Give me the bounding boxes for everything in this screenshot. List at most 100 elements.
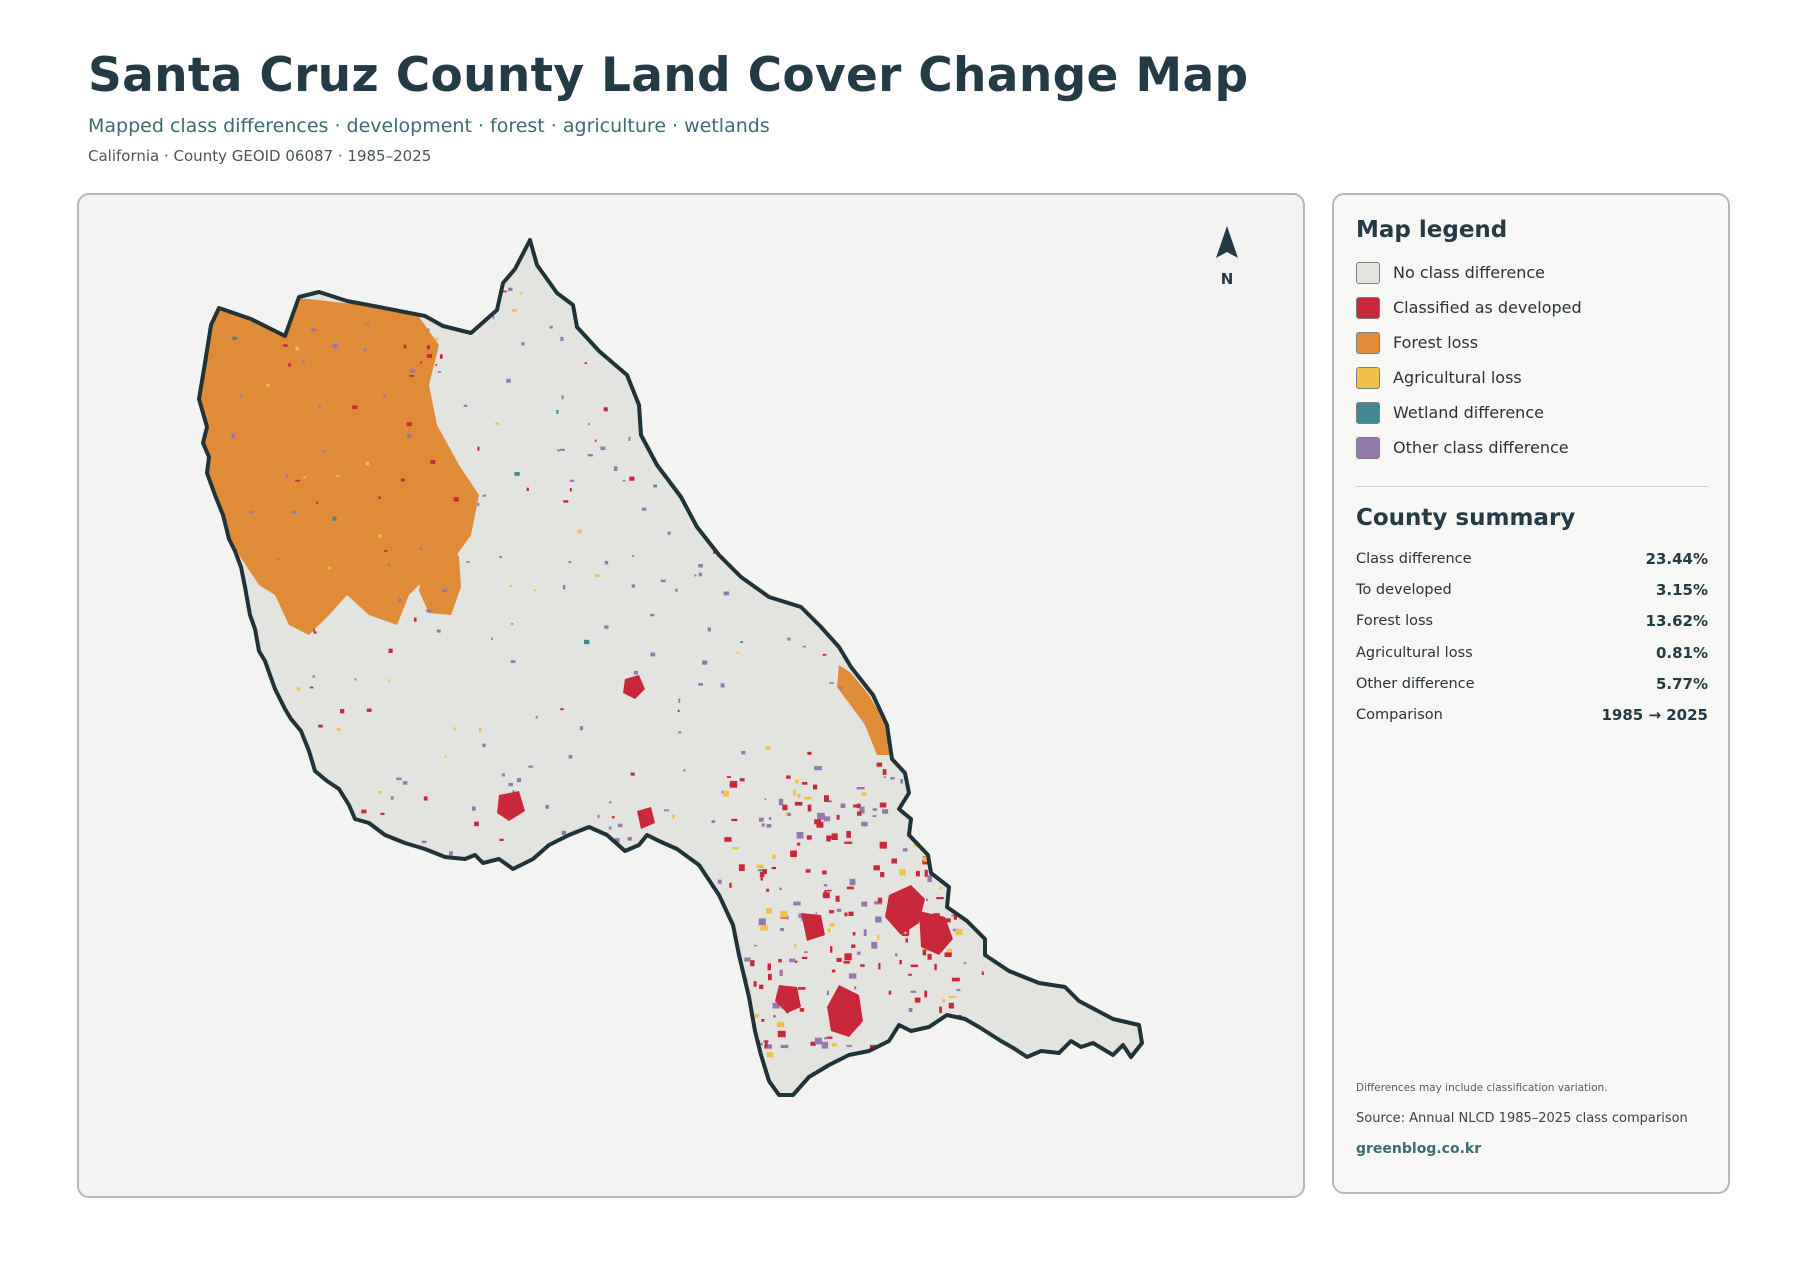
change-speckle [398, 598, 402, 603]
change-speckle [926, 898, 928, 901]
change-speckle [579, 726, 584, 731]
change-speckle [922, 949, 927, 956]
change-speckle [322, 450, 327, 453]
change-speckle [846, 1044, 852, 1048]
change-speckle [851, 944, 856, 948]
change-speckle [430, 460, 436, 464]
change-speckle [549, 325, 553, 329]
change-speckle [905, 376, 910, 381]
change-speckle [508, 287, 513, 291]
change-speckle [762, 869, 767, 875]
change-speckle [905, 938, 908, 943]
change-speckle [588, 423, 590, 425]
change-speckle [512, 790, 515, 793]
change-speckle [873, 340, 879, 345]
change-speckle [685, 916, 691, 921]
change-speckle [650, 613, 655, 617]
change-speckle [594, 574, 600, 577]
change-speckle [732, 1013, 736, 1016]
change-speckle [977, 260, 981, 264]
change-speckle [940, 821, 948, 824]
summary-value: 0.81% [1655, 643, 1708, 662]
change-speckle [859, 806, 865, 814]
change-speckle [888, 990, 892, 995]
change-speckle [899, 869, 906, 876]
change-speckle [916, 870, 920, 877]
change-speckle [501, 773, 505, 777]
change-speckle [229, 625, 234, 629]
change-speckle [924, 990, 928, 998]
change-speckle [328, 566, 331, 570]
change-speckle [826, 990, 829, 996]
change-speckle [836, 814, 840, 820]
change-speckle [266, 384, 270, 387]
change-speckle [698, 572, 702, 577]
change-speckle [421, 840, 427, 844]
change-speckle [561, 830, 566, 835]
change-speckle [914, 997, 921, 1003]
change-speckle [765, 746, 771, 750]
change-speckle [499, 838, 504, 841]
change-speckle [810, 1041, 816, 1046]
change-speckle [824, 795, 829, 802]
change-speckle [378, 791, 382, 794]
change-speckle [947, 838, 952, 842]
change-speckle [854, 612, 857, 615]
change-speckle [967, 794, 972, 798]
change-speckle [895, 756, 902, 761]
change-speckle [779, 969, 783, 976]
change-speckle [844, 953, 852, 961]
change-speckle [871, 941, 878, 949]
change-speckle [798, 305, 803, 310]
change-speckle [921, 827, 925, 831]
change-speckle [721, 1000, 726, 1004]
change-speckle [720, 683, 725, 688]
change-speckle [702, 660, 708, 665]
change-speckle [530, 969, 532, 974]
change-speckle [882, 294, 887, 296]
change-speckle [631, 584, 635, 588]
legend-item: Wetland difference [1356, 395, 1708, 430]
change-speckle [420, 361, 422, 364]
legend-label: Forest loss [1393, 333, 1479, 352]
change-speckle [799, 478, 804, 481]
change-speckle [363, 348, 367, 351]
change-speckle [949, 804, 953, 808]
change-speckle [931, 505, 937, 509]
map-panel[interactable] [77, 193, 1305, 1198]
change-speckle [698, 564, 703, 568]
change-speckle [730, 989, 735, 992]
change-speckle [942, 778, 950, 786]
county-map[interactable] [79, 195, 1303, 1196]
change-speckle [908, 323, 915, 328]
change-speckle [294, 983, 296, 987]
credit-link[interactable]: greenblog.co.kr [1356, 1141, 1482, 1157]
change-speckle [807, 751, 812, 755]
change-speckle [735, 327, 741, 331]
change-speckle [758, 918, 766, 926]
change-speckle [861, 901, 868, 907]
change-speckle [335, 475, 341, 477]
change-speckle [802, 782, 808, 785]
change-speckle [379, 938, 382, 941]
change-speckle [810, 435, 813, 438]
change-speckle [686, 1027, 691, 1030]
change-speckle [316, 501, 318, 505]
divider [1356, 486, 1708, 487]
change-speckle [766, 888, 770, 892]
change-speckle [906, 928, 910, 936]
change-speckle [812, 357, 814, 361]
change-speckle [299, 833, 305, 838]
change-speckle [973, 323, 977, 327]
change-speckle [267, 736, 272, 741]
change-speckle [569, 488, 572, 492]
change-speckle [766, 824, 772, 828]
change-speckle [560, 953, 564, 957]
change-speckle [314, 954, 318, 959]
change-speckle [799, 363, 802, 365]
change-speckle [777, 1021, 785, 1028]
change-speckle [444, 755, 447, 758]
change-speckle [846, 886, 854, 890]
legend-swatch [1356, 366, 1380, 389]
change-speckle [899, 960, 902, 965]
